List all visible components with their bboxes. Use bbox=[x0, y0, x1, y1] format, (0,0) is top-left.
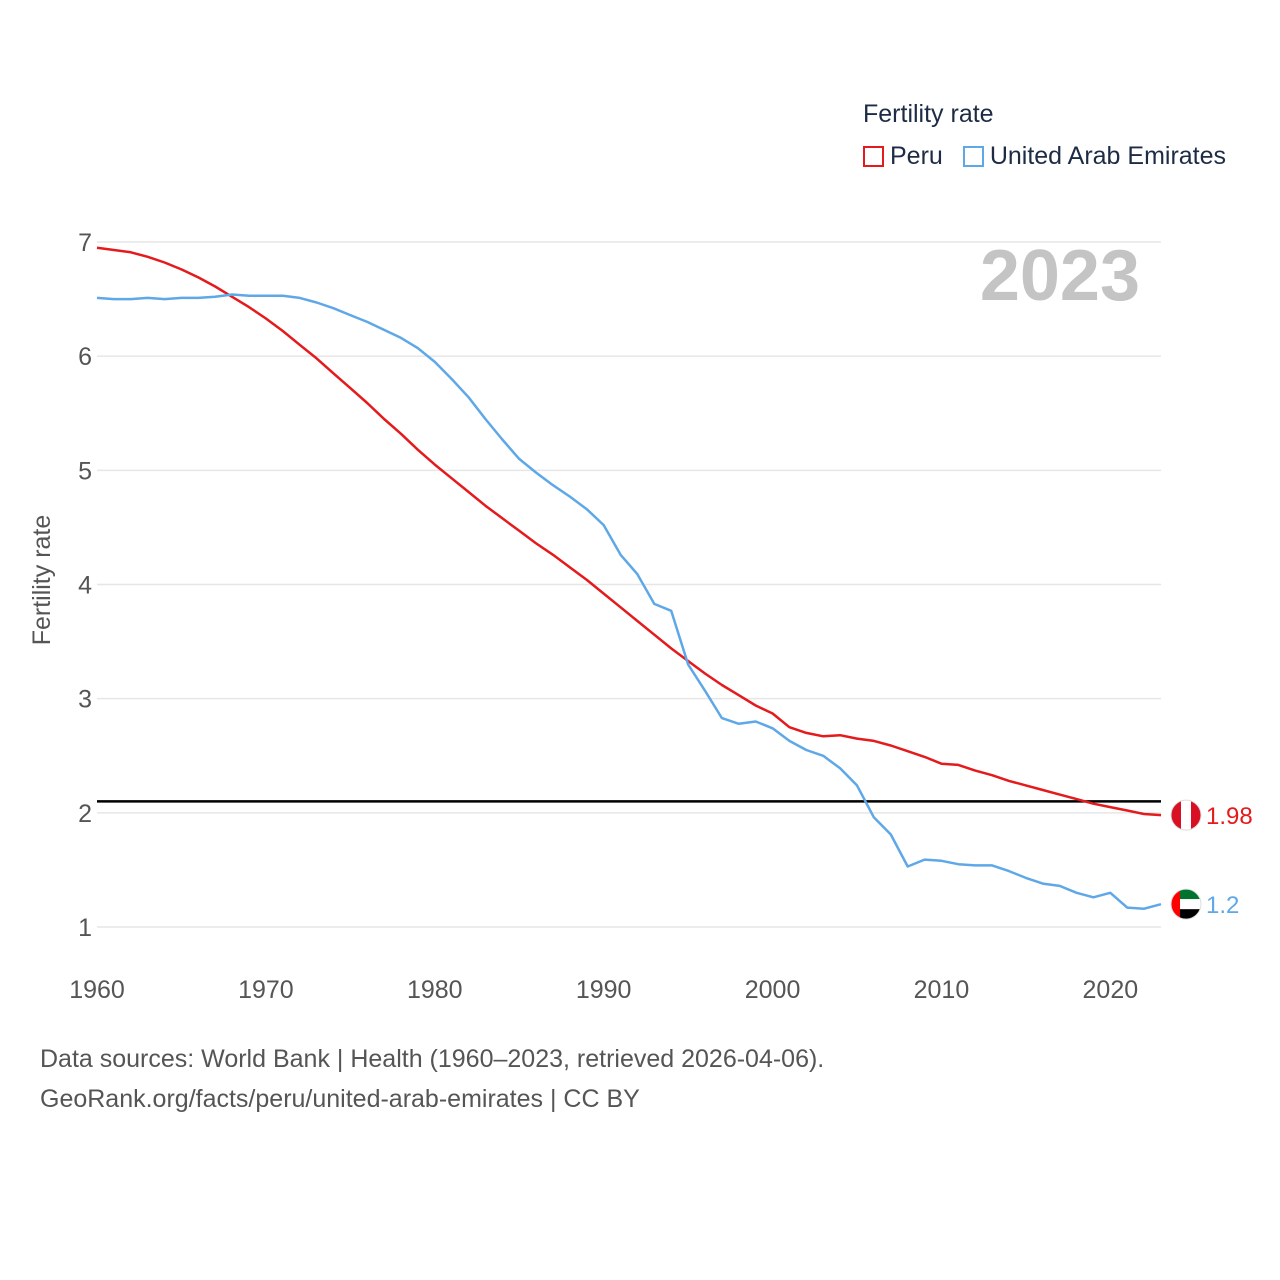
flag-uae-icon bbox=[1170, 888, 1202, 920]
x-tick-label: 2000 bbox=[745, 976, 801, 1004]
flag-peru-icon bbox=[1170, 799, 1202, 831]
series-lines bbox=[96, 246, 1162, 910]
end-value-label-uae: 1.2 bbox=[1206, 892, 1239, 919]
y-tick-label: 4 bbox=[78, 572, 92, 600]
x-axis-ticks: 1960 1970 1980 1990 2000 2010 2020 bbox=[69, 976, 1138, 1004]
x-tick-label: 1980 bbox=[407, 976, 463, 1004]
x-tick-label: 2010 bbox=[914, 976, 970, 1004]
x-tick-label: 1970 bbox=[238, 976, 294, 1004]
x-tick-label: 1960 bbox=[69, 976, 125, 1004]
legend-item-peru[interactable]: Peru bbox=[863, 142, 943, 171]
legend-title: Fertility rate bbox=[863, 100, 994, 128]
year-watermark: 2023 bbox=[980, 236, 1140, 316]
legend-swatch-peru bbox=[863, 146, 884, 167]
y-tick-label: 5 bbox=[78, 457, 92, 485]
y-tick-label: 6 bbox=[78, 343, 92, 371]
y-axis-label: Fertility rate bbox=[28, 515, 56, 646]
series-line-peru bbox=[96, 246, 1162, 817]
legend-swatch-uae bbox=[962, 146, 984, 167]
y-tick-label: 3 bbox=[78, 686, 92, 714]
end-markers: 1.98 1.2 bbox=[1170, 799, 1253, 920]
y-tick-label: 7 bbox=[78, 229, 92, 257]
footer-source: Data sources: World Bank | Health (1960–… bbox=[40, 1045, 825, 1073]
footer-attribution: GeoRank.org/facts/peru/united-arab-emira… bbox=[40, 1085, 640, 1113]
y-tick-label: 1 bbox=[78, 914, 92, 942]
y-tick-label: 2 bbox=[78, 800, 92, 828]
x-tick-label: 2020 bbox=[1083, 976, 1139, 1004]
series-line-uae bbox=[96, 293, 1162, 910]
legend-label-peru: Peru bbox=[890, 142, 943, 170]
grid-lines bbox=[97, 241, 1161, 928]
end-value-label-peru: 1.98 bbox=[1206, 803, 1253, 830]
y-axis-ticks: 1 2 3 4 5 6 7 bbox=[78, 229, 92, 942]
legend-item-uae[interactable]: United Arab Emirates bbox=[962, 142, 1227, 171]
x-tick-label: 1990 bbox=[576, 976, 632, 1004]
legend: Peru United Arab Emirates bbox=[863, 142, 1246, 171]
legend-label-uae: United Arab Emirates bbox=[989, 142, 1227, 170]
